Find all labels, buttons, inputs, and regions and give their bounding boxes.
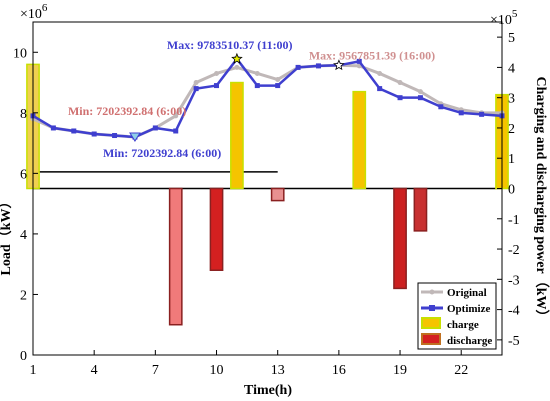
charge-bar-17 [352, 90, 367, 190]
point-optimize-20 [417, 95, 423, 101]
point-optimize-8 [173, 128, 179, 134]
point-original-8 [173, 113, 179, 119]
y-left-tick-label-0: 0 [20, 349, 27, 364]
charge-bar-11 [230, 81, 244, 190]
point-original-18 [377, 70, 383, 76]
legend-original-label: Original [447, 287, 487, 299]
point-optimize-14 [295, 64, 301, 70]
point-optimize-10 [214, 83, 220, 89]
legend-discharge-swatch [421, 333, 441, 345]
discharge-bar-8 [168, 187, 183, 326]
x-tick-label-7: 7 [152, 363, 159, 378]
discharge-bar-20 [413, 187, 428, 232]
annotations-layer: Max: 9783510.37 (11:00) Max: 9567851.39 (… [68, 38, 435, 160]
point-original-12 [254, 70, 260, 76]
annotation-marker-2 [129, 132, 141, 142]
discharge-bar-13 [270, 187, 285, 202]
legend: Original Optimize charge discharge [417, 282, 497, 350]
y-right-tick-label--2: -2 [508, 243, 520, 258]
lines-layer [30, 56, 505, 140]
y-right-tick-label-3: 3 [508, 92, 515, 107]
x-tick-label-4: 4 [91, 363, 98, 378]
point-original-19 [397, 80, 403, 86]
discharge-bar-10 [209, 187, 224, 271]
point-original-13 [275, 77, 281, 83]
x-tick-label-16: 16 [332, 363, 346, 378]
point-original-10 [214, 70, 220, 76]
point-optimize-5 [112, 133, 118, 139]
y-right-tick-label--4: -4 [508, 304, 520, 319]
legend-charge-label: charge [447, 319, 479, 331]
y-left-tick-label-8: 8 [20, 107, 27, 122]
y-left-tick-label-4: 4 [20, 228, 27, 243]
y-axis-left-title: Load（kW） [0, 195, 14, 276]
annotation-label-0: Max: 9783510.37 (11:00) [167, 38, 293, 52]
point-original-9 [193, 80, 199, 86]
y-right-tick-label--5: -5 [508, 334, 520, 349]
series-line-original [32, 63, 502, 139]
y-left-tick-label-6: 6 [20, 167, 27, 182]
right-exponent-power: 5 [512, 8, 518, 20]
point-optimize-19 [397, 95, 403, 101]
point-optimize-3 [71, 128, 77, 134]
point-optimize-23 [479, 111, 485, 117]
point-optimize-15 [315, 63, 321, 69]
point-optimize-18 [377, 86, 383, 92]
point-optimize-2 [50, 125, 56, 131]
discharge-bar-19 [393, 187, 407, 290]
point-optimize-22 [458, 110, 464, 116]
point-optimize-21 [438, 104, 444, 110]
annotation-label-2: Min: 7202392.84 (6:00) [103, 146, 221, 160]
point-optimize-7 [152, 125, 158, 131]
x-axis-title: Time(h) [244, 383, 292, 398]
point-optimize-13 [275, 83, 281, 89]
annotation-label-1: Max: 9567851.39 (16:00) [309, 48, 435, 62]
x-tick-label-22: 22 [454, 363, 468, 378]
y-left-tick-label-10: 10 [13, 46, 27, 61]
y-right-tick-label-2: 2 [508, 122, 515, 137]
y-right-tick-label--1: -1 [508, 213, 520, 228]
point-optimize-4 [91, 131, 97, 137]
x-tick-label-19: 19 [393, 363, 407, 378]
point-optimize-17 [356, 58, 362, 64]
annotation-label-3: Min: 7202392.84 (6:00) [68, 104, 186, 118]
point-optimize-12 [254, 83, 260, 89]
plot-area [33, 171, 502, 190]
y-right-tick-label--3: -3 [508, 273, 520, 288]
y-right-tick-label-5: 5 [508, 31, 515, 46]
legend-optimize-marker [429, 305, 435, 311]
left-exponent: ×106 [20, 2, 48, 22]
legend-original-marker [429, 289, 435, 295]
y-axis-right-title: Charging and discharging power（kW） [533, 77, 549, 324]
annotation-marker-0 [231, 52, 243, 64]
x-tick-label-13: 13 [271, 363, 285, 378]
right-exponent: ×105 [490, 8, 518, 28]
y-right-tick-label-0: 0 [508, 183, 515, 198]
legend-optimize-label: Optimize [447, 303, 490, 315]
point-optimize-9 [193, 86, 199, 92]
annotation-marker-1 [333, 59, 345, 71]
y-right-tick-label-1: 1 [508, 152, 515, 167]
x-tick-label-10: 10 [210, 363, 224, 378]
legend-charge-swatch [421, 317, 441, 329]
y-right-tick-label-4: 4 [508, 61, 515, 76]
legend-discharge-label: discharge [447, 335, 492, 347]
point-original-20 [417, 89, 423, 95]
y-left-tick-label-2: 2 [20, 288, 27, 303]
x-tick-label-1: 1 [30, 363, 37, 378]
left-exponent-power: 6 [42, 2, 48, 14]
point-original-11 [234, 64, 240, 70]
series-line-optimize [32, 57, 503, 139]
